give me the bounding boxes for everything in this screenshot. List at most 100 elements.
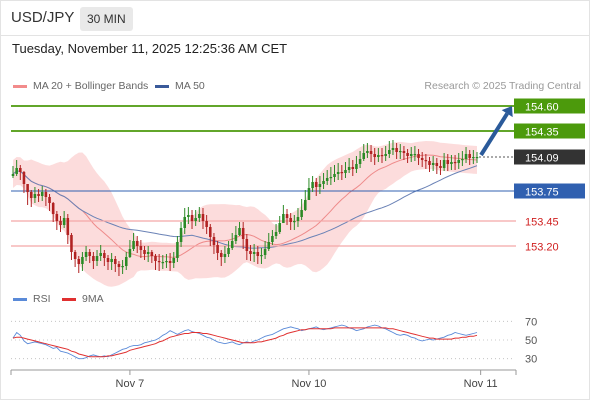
candle-body — [289, 218, 292, 222]
candle-body — [230, 241, 234, 248]
level-154-09-label: 154.09 — [525, 153, 559, 165]
candle-body — [33, 194, 37, 198]
legend-rsi-ma-label: 9MA — [82, 293, 104, 305]
candle-body — [103, 253, 106, 258]
candle-body — [157, 261, 161, 263]
candle-body — [336, 172, 340, 174]
candle-body — [340, 172, 344, 174]
candle-body — [391, 148, 395, 150]
legend-ma50-label: MA 50 — [175, 80, 205, 92]
candle-body — [205, 221, 208, 227]
candle-body — [121, 266, 124, 268]
candle-body — [168, 261, 172, 263]
level-153-20-label: 153.20 — [525, 242, 559, 254]
candle-body — [472, 157, 475, 159]
candle-body — [398, 151, 402, 153]
candle-body — [132, 241, 135, 249]
candle-body — [66, 218, 70, 235]
candle-body — [362, 153, 366, 159]
candle-body — [417, 154, 420, 158]
candle-body — [161, 262, 165, 264]
level-154-60-label: 154.60 — [525, 102, 559, 114]
legend-rsi-label: RSI — [33, 293, 51, 305]
candle-body — [446, 160, 450, 164]
x-tick-label: Nov 7 — [116, 378, 145, 390]
candle-body — [413, 154, 417, 156]
target-arrow-head — [501, 106, 513, 118]
candle-body — [241, 228, 245, 239]
candle-body — [377, 155, 380, 157]
target-arrow-shaft — [479, 112, 509, 157]
candle-body — [19, 168, 22, 172]
candle-body — [183, 217, 186, 228]
legend-ma50: MA 50 — [155, 80, 205, 92]
candle-body — [475, 157, 479, 159]
timeframe-button[interactable]: 30 MIN — [80, 7, 133, 31]
candle-body — [135, 241, 139, 246]
candle-body — [428, 161, 431, 165]
candle-body — [358, 159, 362, 164]
candle-body — [402, 151, 406, 153]
rsi-level-30-label: 30 — [525, 354, 537, 366]
level-153-45-label: 153.45 — [525, 217, 559, 229]
candle-body — [311, 182, 314, 188]
candle-body — [325, 178, 329, 181]
candle-body — [278, 223, 281, 232]
candle-body — [223, 254, 227, 257]
candle-body — [26, 184, 29, 192]
level-154-35-label: 154.35 — [525, 127, 559, 139]
candle-body — [190, 215, 194, 221]
rsi-level-50-label: 50 — [525, 335, 537, 347]
candle-body — [88, 252, 92, 256]
candle-body — [154, 256, 157, 261]
candle-body — [409, 154, 413, 156]
candle-body — [201, 214, 205, 221]
candle-body — [256, 252, 260, 256]
candle-body — [95, 256, 99, 261]
level-153-75-tag — [514, 183, 585, 199]
candle-body — [143, 250, 146, 254]
candle-body — [267, 242, 271, 249]
candle-body — [263, 249, 267, 255]
candle-body — [110, 259, 113, 262]
header-divider — [0, 35, 590, 36]
rsi-level-70-label: 70 — [525, 316, 537, 328]
candle-body — [461, 159, 464, 161]
candle-body — [300, 210, 303, 217]
candle-body — [271, 236, 274, 242]
candle-body — [40, 192, 44, 196]
candle-body — [380, 155, 384, 157]
candle-body — [442, 160, 446, 168]
candle-body — [44, 192, 48, 197]
candle-body — [84, 252, 88, 257]
candle-body — [351, 167, 355, 169]
candle-body — [420, 158, 424, 160]
candle-body — [92, 256, 95, 261]
candle-body — [260, 255, 263, 257]
candle-body — [347, 167, 351, 170]
candle-body — [453, 162, 457, 164]
level-154-60-tag — [514, 98, 585, 114]
candle-body — [187, 215, 190, 217]
ma20-line — [12, 154, 478, 258]
candle-body — [384, 154, 387, 156]
candle-body — [238, 228, 241, 235]
legend-ma20-label: MA 20 + Bollinger Bands — [33, 80, 149, 92]
candle-body — [81, 257, 84, 264]
symbol-title: USD/JPY — [11, 9, 75, 26]
candle-body — [172, 258, 176, 263]
candle-body — [388, 150, 391, 154]
candle-body — [219, 253, 223, 257]
candle-body — [15, 168, 18, 174]
candle-body — [37, 194, 40, 196]
ma50-line — [12, 165, 478, 249]
candle-body — [176, 242, 179, 258]
candle-body — [99, 253, 102, 256]
candle-body — [395, 148, 398, 152]
x-tick-label: Nov 11 — [464, 378, 498, 390]
candle-body — [435, 163, 439, 166]
rsi-line — [12, 324, 478, 360]
candle-body — [322, 181, 325, 184]
candle-body — [307, 188, 311, 200]
candle-body — [114, 259, 117, 264]
